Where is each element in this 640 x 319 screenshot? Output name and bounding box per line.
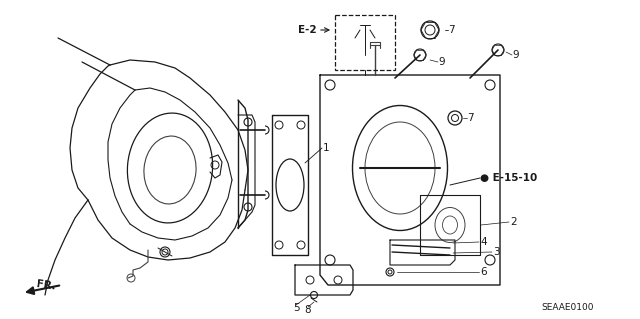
Text: 8: 8	[305, 305, 311, 315]
Text: 5: 5	[292, 303, 300, 313]
Text: FR.: FR.	[35, 279, 56, 292]
Text: 2: 2	[510, 217, 516, 227]
Text: 9: 9	[512, 50, 518, 60]
Text: 1: 1	[323, 143, 330, 153]
Text: 7: 7	[448, 25, 454, 35]
Text: 7: 7	[467, 113, 474, 123]
Text: 4: 4	[480, 237, 486, 247]
Text: ● E-15-10: ● E-15-10	[480, 173, 537, 183]
Text: SEAAE0100: SEAAE0100	[541, 303, 595, 313]
Text: 9: 9	[438, 57, 445, 67]
Text: 6: 6	[480, 267, 486, 277]
Text: E-2: E-2	[298, 25, 317, 35]
Text: 3: 3	[493, 247, 500, 257]
